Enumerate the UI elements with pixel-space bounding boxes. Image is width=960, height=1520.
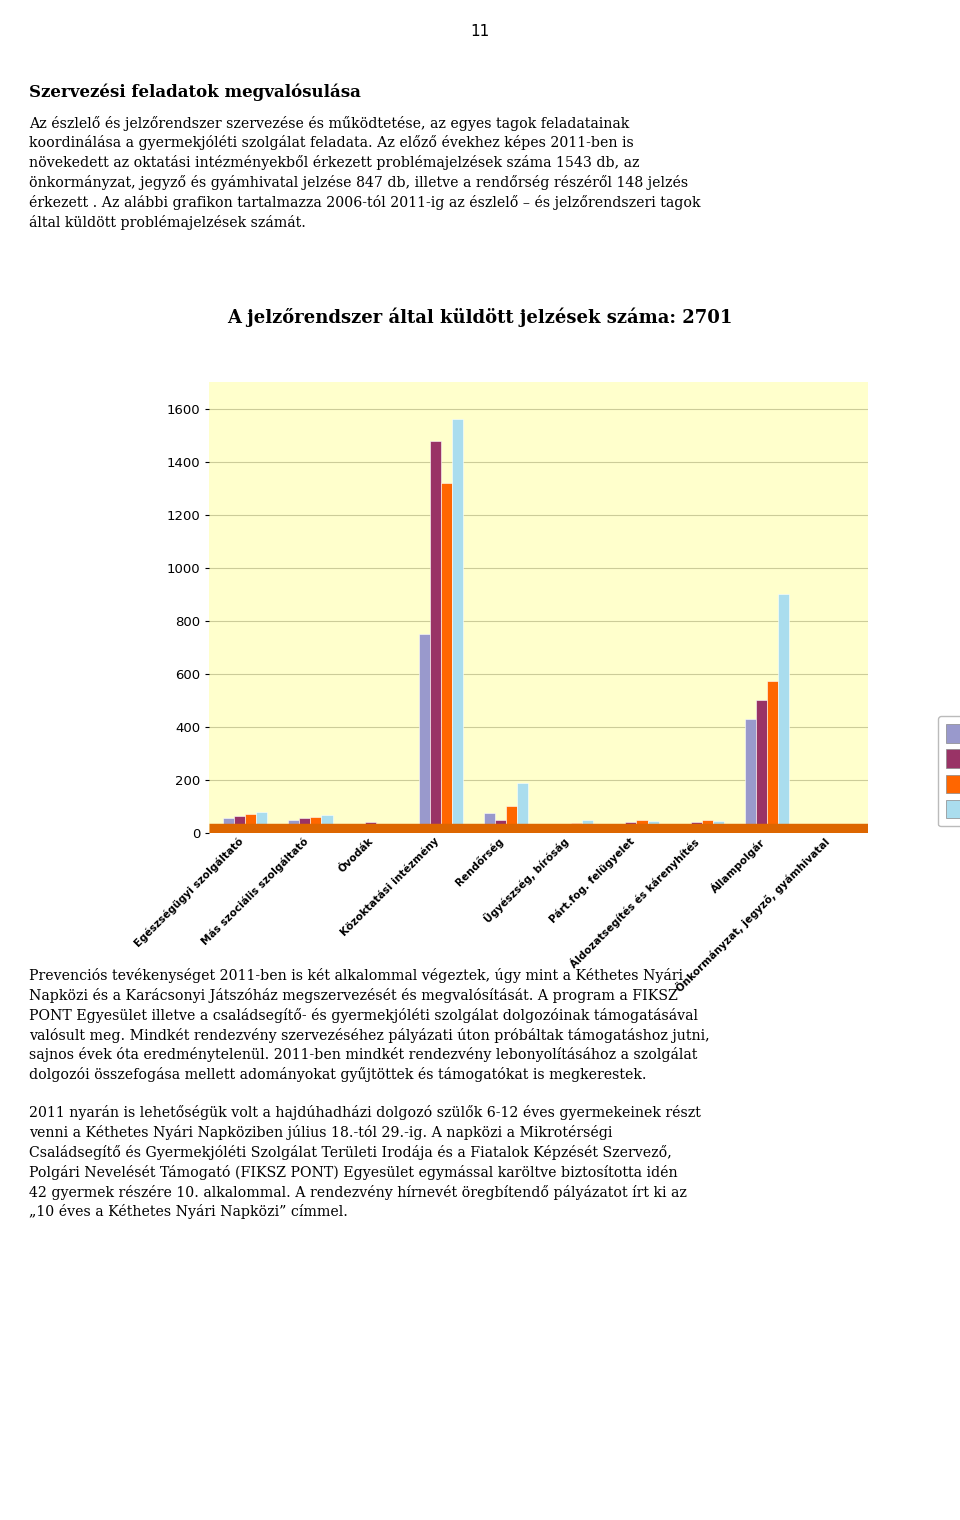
Bar — [549, 830, 561, 833]
Bar — [234, 816, 245, 833]
Bar — [387, 827, 397, 833]
Bar — [245, 813, 256, 833]
Text: Prevenciós tevékenységet 2011-ben is két alkalommal végeztek, úgy mint a Kéthete: Prevenciós tevékenységet 2011-ben is két… — [29, 968, 709, 1219]
Bar — [419, 634, 430, 833]
Bar — [375, 825, 387, 833]
Bar — [430, 441, 441, 833]
Bar — [702, 821, 713, 833]
Bar — [767, 681, 778, 833]
Bar — [614, 824, 625, 833]
Bar — [583, 821, 593, 833]
Text: Az észlelő és jelzőrendszer szervezése és működtetése, az egyes tagok feladatain: Az észlelő és jelzőrendszer szervezése é… — [29, 116, 700, 230]
Bar — [625, 822, 636, 833]
Bar — [300, 818, 310, 833]
Bar — [756, 701, 767, 833]
Bar — [713, 821, 724, 833]
Bar — [680, 824, 690, 833]
Bar — [365, 822, 375, 833]
Bar — [452, 420, 463, 833]
Bar — [484, 813, 495, 833]
Bar — [745, 719, 756, 833]
Bar — [571, 822, 583, 833]
Bar — [636, 821, 648, 833]
Bar — [441, 483, 452, 833]
Bar — [778, 594, 789, 833]
Text: 11: 11 — [470, 24, 490, 40]
Bar — [506, 807, 517, 833]
Bar — [223, 818, 234, 833]
Bar — [322, 815, 332, 833]
Bar — [495, 819, 506, 833]
Bar — [690, 822, 702, 833]
Legend: 2008., 2009., 2010., 2011.: 2008., 2009., 2010., 2011. — [938, 716, 960, 827]
Bar — [517, 783, 528, 833]
Bar — [561, 828, 571, 833]
Text: A jelzőrendszer által küldött jelzések száma: 2701: A jelzőrendszer által küldött jelzések s… — [228, 307, 732, 327]
Bar — [256, 812, 267, 833]
Bar — [648, 821, 659, 833]
Bar — [353, 825, 365, 833]
Bar — [310, 816, 322, 833]
Text: Szervezési feladatok megvalósulása: Szervezési feladatok megvalósulása — [29, 84, 361, 102]
Bar — [288, 819, 300, 833]
